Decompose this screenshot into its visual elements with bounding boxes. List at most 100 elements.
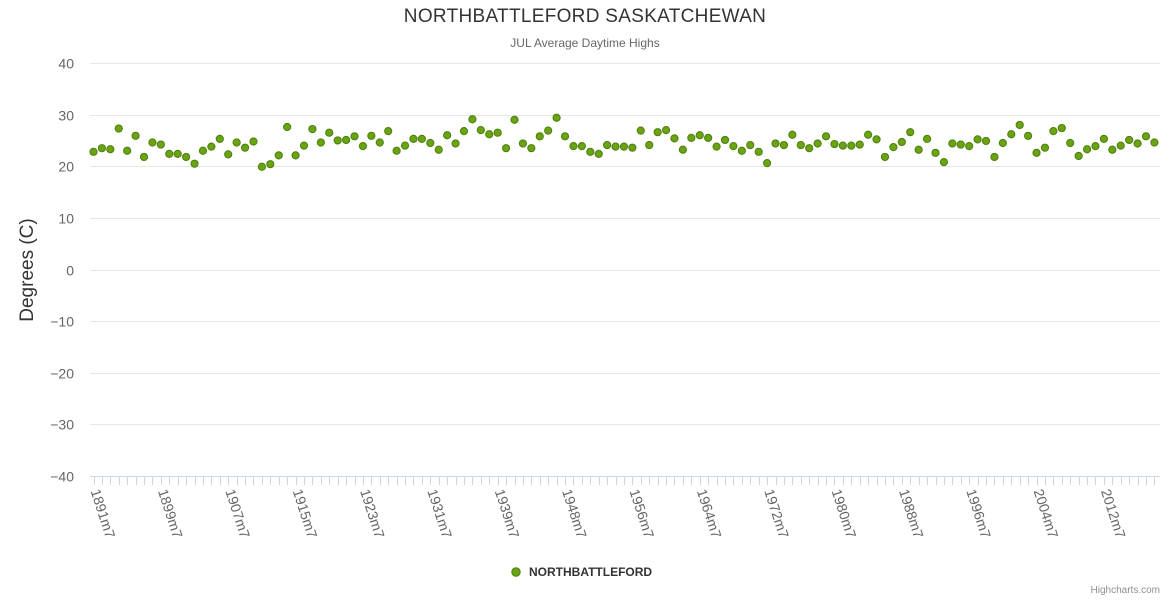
data-point[interactable] <box>325 128 334 137</box>
data-point[interactable] <box>619 142 629 151</box>
data-point[interactable] <box>729 142 738 151</box>
data-point[interactable] <box>156 140 165 149</box>
data-point[interactable] <box>207 142 216 151</box>
data-point[interactable] <box>1015 120 1024 130</box>
data-point[interactable] <box>274 151 283 160</box>
data-point[interactable] <box>914 145 923 154</box>
data-point[interactable] <box>754 147 763 156</box>
data-point[interactable] <box>1057 123 1066 133</box>
data-point[interactable] <box>998 138 1007 148</box>
data-point[interactable] <box>661 126 671 135</box>
data-point[interactable] <box>434 145 443 154</box>
data-point[interactable] <box>392 146 401 155</box>
data-point[interactable] <box>813 139 822 148</box>
data-point[interactable] <box>973 135 982 144</box>
data-point[interactable] <box>939 158 949 167</box>
data-point[interactable] <box>771 139 780 148</box>
data-point[interactable] <box>1125 135 1134 145</box>
data-point[interactable] <box>476 126 485 135</box>
data-point[interactable] <box>333 136 342 145</box>
data-point[interactable] <box>1116 141 1125 150</box>
data-point[interactable] <box>299 141 309 150</box>
data-point[interactable] <box>400 141 410 150</box>
data-point[interactable] <box>1024 131 1033 140</box>
data-point[interactable] <box>485 130 494 139</box>
data-point[interactable] <box>266 160 275 169</box>
data-point[interactable] <box>106 145 115 154</box>
data-point[interactable] <box>350 132 359 141</box>
data-point[interactable] <box>872 135 881 144</box>
data-point[interactable] <box>990 152 999 162</box>
data-point[interactable] <box>468 115 477 124</box>
data-point[interactable] <box>1150 138 1159 147</box>
data-point[interactable] <box>560 132 570 141</box>
data-point[interactable] <box>636 126 645 135</box>
data-point[interactable] <box>535 132 544 141</box>
data-point[interactable] <box>1141 132 1151 141</box>
data-point[interactable] <box>704 133 713 142</box>
data-point[interactable] <box>586 147 595 156</box>
data-point[interactable] <box>131 131 140 140</box>
data-point[interactable] <box>316 138 325 147</box>
data-point[interactable] <box>1040 143 1050 152</box>
data-point[interactable] <box>375 138 384 147</box>
data-point[interactable] <box>922 134 932 143</box>
data-point[interactable] <box>123 146 132 155</box>
data-point[interactable] <box>678 145 688 154</box>
data-point[interactable] <box>384 127 393 136</box>
data-point[interactable] <box>981 136 991 146</box>
data-point[interactable] <box>1091 142 1100 151</box>
data-point[interactable] <box>165 149 174 158</box>
data-point[interactable] <box>342 135 351 145</box>
data-point[interactable] <box>712 142 721 151</box>
data-point[interactable] <box>544 126 553 135</box>
data-point[interactable] <box>737 146 746 155</box>
data-point[interactable] <box>139 152 149 162</box>
data-point[interactable] <box>695 131 704 140</box>
data-point[interactable] <box>190 159 199 168</box>
data-point[interactable] <box>628 143 637 152</box>
data-point[interactable] <box>796 140 805 150</box>
data-point[interactable] <box>1049 127 1058 136</box>
data-point[interactable] <box>426 138 435 148</box>
data-point[interactable] <box>358 142 368 151</box>
data-point[interactable] <box>763 159 772 168</box>
data-point[interactable] <box>687 133 696 142</box>
data-point[interactable] <box>1133 139 1142 148</box>
data-point[interactable] <box>148 138 157 147</box>
data-point[interactable] <box>114 124 123 133</box>
data-point[interactable] <box>569 142 578 151</box>
data-point[interactable] <box>889 143 898 152</box>
data-point[interactable] <box>1032 148 1041 157</box>
data-point[interactable] <box>443 131 452 140</box>
data-point[interactable] <box>906 128 915 137</box>
data-point[interactable] <box>527 144 536 153</box>
data-point[interactable] <box>215 134 224 143</box>
data-point[interactable] <box>182 152 191 162</box>
data-point[interactable] <box>97 144 107 153</box>
data-point[interactable] <box>897 137 906 147</box>
data-point[interactable] <box>493 128 502 137</box>
data-point[interactable] <box>931 148 940 157</box>
data-point[interactable] <box>645 140 654 150</box>
data-point[interactable] <box>830 139 839 149</box>
data-point[interactable] <box>1082 145 1092 154</box>
data-point[interactable] <box>1108 145 1117 154</box>
data-point[interactable] <box>409 134 418 143</box>
data-point[interactable] <box>720 135 730 145</box>
data-point[interactable] <box>611 142 620 151</box>
data-point[interactable] <box>821 132 831 141</box>
data-point[interactable] <box>283 122 292 132</box>
legend-label[interactable]: NORTHBATTLEFORD <box>529 565 652 579</box>
data-point[interactable] <box>459 127 469 136</box>
data-point[interactable] <box>224 150 233 159</box>
data-point[interactable] <box>746 140 755 150</box>
data-point[interactable] <box>501 144 511 153</box>
data-point[interactable] <box>855 140 864 149</box>
data-point[interactable] <box>805 144 814 153</box>
data-point[interactable] <box>788 130 797 139</box>
data-point[interactable] <box>232 138 241 147</box>
data-point[interactable] <box>864 130 873 139</box>
data-point[interactable] <box>417 134 426 143</box>
data-point[interactable] <box>518 139 528 148</box>
